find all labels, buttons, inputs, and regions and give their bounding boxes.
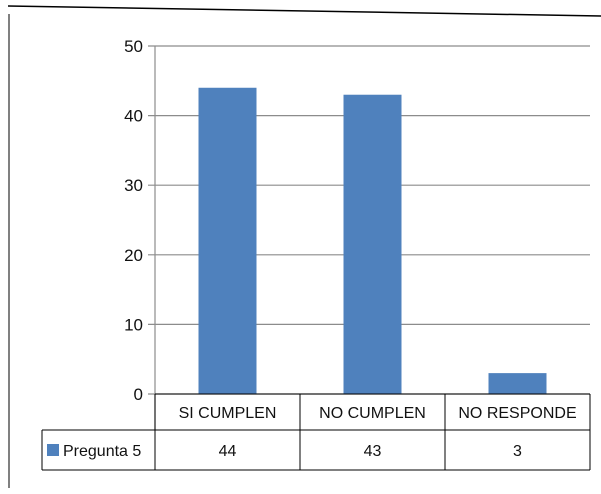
data-table: SI CUMPLEN NO CUMPLEN NO RESPONDE Pregunta … xyxy=(41,393,591,471)
y-tick-label: 50 xyxy=(124,37,143,56)
y-tick-label: 30 xyxy=(124,176,143,195)
y-tick-label: 20 xyxy=(124,246,143,265)
data-value-cell: 43 xyxy=(364,443,382,460)
y-axis-tick-labels: 0 10 20 30 40 50 xyxy=(124,37,143,404)
bar-no-cumplen xyxy=(343,94,402,394)
data-value-cell: 3 xyxy=(513,443,522,460)
bar-no-responde xyxy=(488,373,547,394)
category-label: SI CUMPLEN xyxy=(179,405,277,422)
y-tick-label: 0 xyxy=(134,385,143,404)
top-border-line xyxy=(7,5,601,17)
y-tick-label: 10 xyxy=(124,315,143,334)
category-label: NO RESPONDE xyxy=(458,405,576,422)
category-label: NO CUMPLEN xyxy=(319,405,426,422)
legend-swatch xyxy=(47,444,59,456)
data-value-cell: 44 xyxy=(219,443,237,460)
legend-series-name: Pregunta 5 xyxy=(63,443,141,460)
y-tick-label: 40 xyxy=(124,107,143,126)
bars xyxy=(198,87,547,394)
bar-si-cumplen xyxy=(198,87,257,394)
